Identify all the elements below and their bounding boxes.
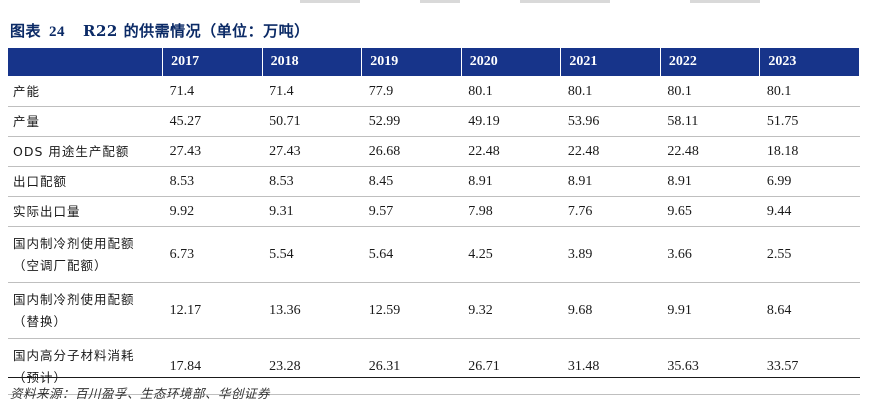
row-label: ODS 用途生产配额 bbox=[8, 136, 163, 167]
value-cell: 26.31 bbox=[361, 338, 462, 395]
row-label-line: 实际出口量 bbox=[13, 203, 81, 219]
value-cell: 27.43 bbox=[162, 136, 263, 167]
value-cell: 7.98 bbox=[461, 196, 561, 227]
value-cell: 53.96 bbox=[560, 106, 661, 137]
table-row: ODS 用途生产配额 27.43 27.43 26.68 22.48 22.48… bbox=[8, 136, 860, 167]
value-cell: 8.91 bbox=[461, 166, 561, 197]
value-cell: 12.17 bbox=[162, 282, 263, 339]
row-label-line: ODS 用途生产配额 bbox=[13, 143, 130, 159]
header-year-cell: 2023 bbox=[759, 47, 860, 77]
value-cell: 9.65 bbox=[660, 196, 760, 227]
value-cell: 51.75 bbox=[759, 106, 860, 137]
table-row: 产量 45.27 50.71 52.99 49.19 53.96 58.11 5… bbox=[8, 106, 860, 137]
value-cell: 80.1 bbox=[560, 76, 661, 107]
value-cell: 4.25 bbox=[461, 226, 561, 283]
figure-caption: 图表 24 R22 的供需情况（单位：万吨） bbox=[10, 20, 310, 41]
table-row: 出口配额 8.53 8.53 8.45 8.91 8.91 8.91 6.99 bbox=[8, 166, 860, 197]
figure-number: 24 bbox=[49, 24, 66, 40]
header-year-cell: 2021 bbox=[560, 47, 661, 77]
cropped-previous-content bbox=[0, 0, 881, 8]
header-year-cell: 2022 bbox=[659, 47, 761, 77]
row-label-line: （替换） bbox=[13, 313, 68, 329]
row-label-line: 国内制冷剂使用配额 bbox=[13, 291, 135, 307]
header-row: 2017 2018 2019 2020 2021 2022 2023 bbox=[8, 47, 860, 77]
value-cell: 8.91 bbox=[660, 166, 760, 197]
value-cell: 58.11 bbox=[660, 106, 760, 137]
table-row: 国内制冷剂使用配额 （空调厂配额） 6.73 5.54 5.64 4.25 3.… bbox=[8, 226, 860, 283]
value-cell: 80.1 bbox=[660, 76, 760, 107]
value-cell: 52.99 bbox=[361, 106, 462, 137]
value-cell: 35.63 bbox=[660, 338, 760, 395]
value-cell: 26.68 bbox=[361, 136, 462, 167]
value-cell: 27.43 bbox=[262, 136, 362, 167]
value-cell: 8.64 bbox=[759, 282, 860, 339]
value-cell: 8.53 bbox=[162, 166, 263, 197]
row-label-line: 出口配额 bbox=[13, 173, 68, 189]
value-cell: 45.27 bbox=[162, 106, 263, 137]
source-note: 资料来源：百川盈孚、生态环境部、华创证券 bbox=[10, 386, 271, 401]
header-year-cell: 2017 bbox=[162, 47, 263, 77]
value-cell: 5.54 bbox=[262, 226, 362, 283]
value-cell: 77.9 bbox=[361, 76, 462, 107]
value-cell: 9.68 bbox=[560, 282, 661, 339]
table-row: 实际出口量 9.92 9.31 9.57 7.98 7.76 9.65 9.44 bbox=[8, 196, 860, 227]
value-cell: 50.71 bbox=[262, 106, 362, 137]
row-label-line: （空调厂配额） bbox=[13, 257, 108, 273]
row-label: 产能 bbox=[8, 76, 163, 107]
row-label-line: 国内制冷剂使用配额 bbox=[13, 235, 135, 251]
value-cell: 9.92 bbox=[162, 196, 263, 227]
row-label: 国内制冷剂使用配额 （替换） bbox=[8, 282, 163, 339]
table-bottom-rule bbox=[8, 377, 860, 378]
row-label-line: 产量 bbox=[13, 113, 41, 129]
row-label: 出口配额 bbox=[8, 166, 163, 197]
value-cell: 22.48 bbox=[660, 136, 760, 167]
value-cell: 12.59 bbox=[361, 282, 462, 339]
value-cell: 3.66 bbox=[660, 226, 760, 283]
value-cell: 9.57 bbox=[361, 196, 462, 227]
value-cell: 80.1 bbox=[759, 76, 860, 107]
table-row: 国内高分子材料消耗 （预计） 17.84 23.28 26.31 26.71 3… bbox=[8, 338, 860, 395]
value-cell: 22.48 bbox=[461, 136, 561, 167]
value-cell: 8.91 bbox=[560, 166, 661, 197]
value-cell: 13.36 bbox=[262, 282, 362, 339]
value-cell: 8.45 bbox=[361, 166, 462, 197]
value-cell: 9.91 bbox=[660, 282, 760, 339]
row-label: 国内制冷剂使用配额 （空调厂配额） bbox=[8, 226, 163, 283]
header-corner-cell bbox=[8, 47, 164, 77]
table-row: 国内制冷剂使用配额 （替换） 12.17 13.36 12.59 9.32 9.… bbox=[8, 282, 860, 339]
value-cell: 17.84 bbox=[162, 338, 263, 395]
table-row: 产能 71.4 71.4 77.9 80.1 80.1 80.1 80.1 bbox=[8, 76, 860, 107]
value-cell: 23.28 bbox=[262, 338, 362, 395]
row-label: 产量 bbox=[8, 106, 163, 137]
value-cell: 18.18 bbox=[759, 136, 860, 167]
value-cell: 22.48 bbox=[560, 136, 661, 167]
value-cell: 6.99 bbox=[759, 166, 860, 197]
value-cell: 9.31 bbox=[262, 196, 362, 227]
value-cell: 26.71 bbox=[461, 338, 561, 395]
row-label: 实际出口量 bbox=[8, 196, 163, 227]
value-cell: 33.57 bbox=[759, 338, 860, 395]
value-cell: 5.64 bbox=[361, 226, 462, 283]
value-cell: 2.55 bbox=[759, 226, 860, 283]
header-year-cell: 2020 bbox=[460, 47, 562, 77]
value-cell: 80.1 bbox=[461, 76, 561, 107]
value-cell: 9.32 bbox=[461, 282, 561, 339]
value-cell: 3.89 bbox=[560, 226, 661, 283]
value-cell: 31.48 bbox=[560, 338, 661, 395]
value-cell: 49.19 bbox=[461, 106, 561, 137]
row-label-line: 产能 bbox=[13, 83, 41, 99]
header-year-cell: 2018 bbox=[261, 47, 363, 77]
header-year-cell: 2019 bbox=[361, 47, 462, 77]
value-cell: 71.4 bbox=[162, 76, 263, 107]
value-cell: 7.76 bbox=[560, 196, 661, 227]
value-cell: 9.44 bbox=[759, 196, 860, 227]
value-cell: 6.73 bbox=[162, 226, 263, 283]
value-cell: 71.4 bbox=[262, 76, 362, 107]
supply-demand-table: 2017 2018 2019 2020 2021 2022 2023 产能 71… bbox=[8, 47, 860, 395]
figure-title: R22 的供需情况（单位：万吨） bbox=[83, 22, 310, 40]
figure-label: 图表 bbox=[10, 22, 42, 40]
row-label-line: 国内高分子材料消耗 bbox=[13, 347, 135, 363]
value-cell: 8.53 bbox=[262, 166, 362, 197]
